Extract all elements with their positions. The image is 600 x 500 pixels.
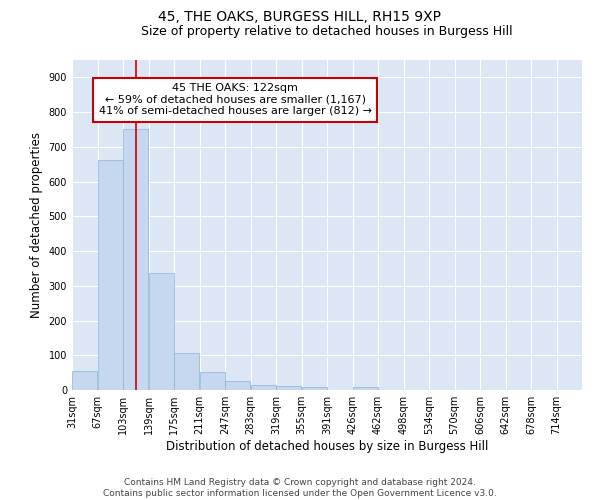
Bar bbox=[251, 385, 275, 390]
Bar bbox=[276, 386, 301, 390]
Bar bbox=[123, 130, 148, 390]
Title: Size of property relative to detached houses in Burgess Hill: Size of property relative to detached ho… bbox=[141, 25, 513, 38]
X-axis label: Distribution of detached houses by size in Burgess Hill: Distribution of detached houses by size … bbox=[166, 440, 488, 453]
Y-axis label: Number of detached properties: Number of detached properties bbox=[30, 132, 43, 318]
Bar bbox=[199, 372, 224, 390]
Bar bbox=[174, 353, 199, 390]
Bar bbox=[72, 371, 97, 390]
Text: 45 THE OAKS: 122sqm
← 59% of detached houses are smaller (1,167)
41% of semi-det: 45 THE OAKS: 122sqm ← 59% of detached ho… bbox=[99, 83, 372, 116]
Text: 45, THE OAKS, BURGESS HILL, RH15 9XP: 45, THE OAKS, BURGESS HILL, RH15 9XP bbox=[158, 10, 442, 24]
Bar bbox=[97, 160, 122, 390]
Text: Contains HM Land Registry data © Crown copyright and database right 2024.
Contai: Contains HM Land Registry data © Crown c… bbox=[103, 478, 497, 498]
Bar bbox=[302, 387, 326, 390]
Bar bbox=[225, 382, 250, 390]
Bar bbox=[149, 272, 173, 390]
Bar bbox=[353, 387, 377, 390]
